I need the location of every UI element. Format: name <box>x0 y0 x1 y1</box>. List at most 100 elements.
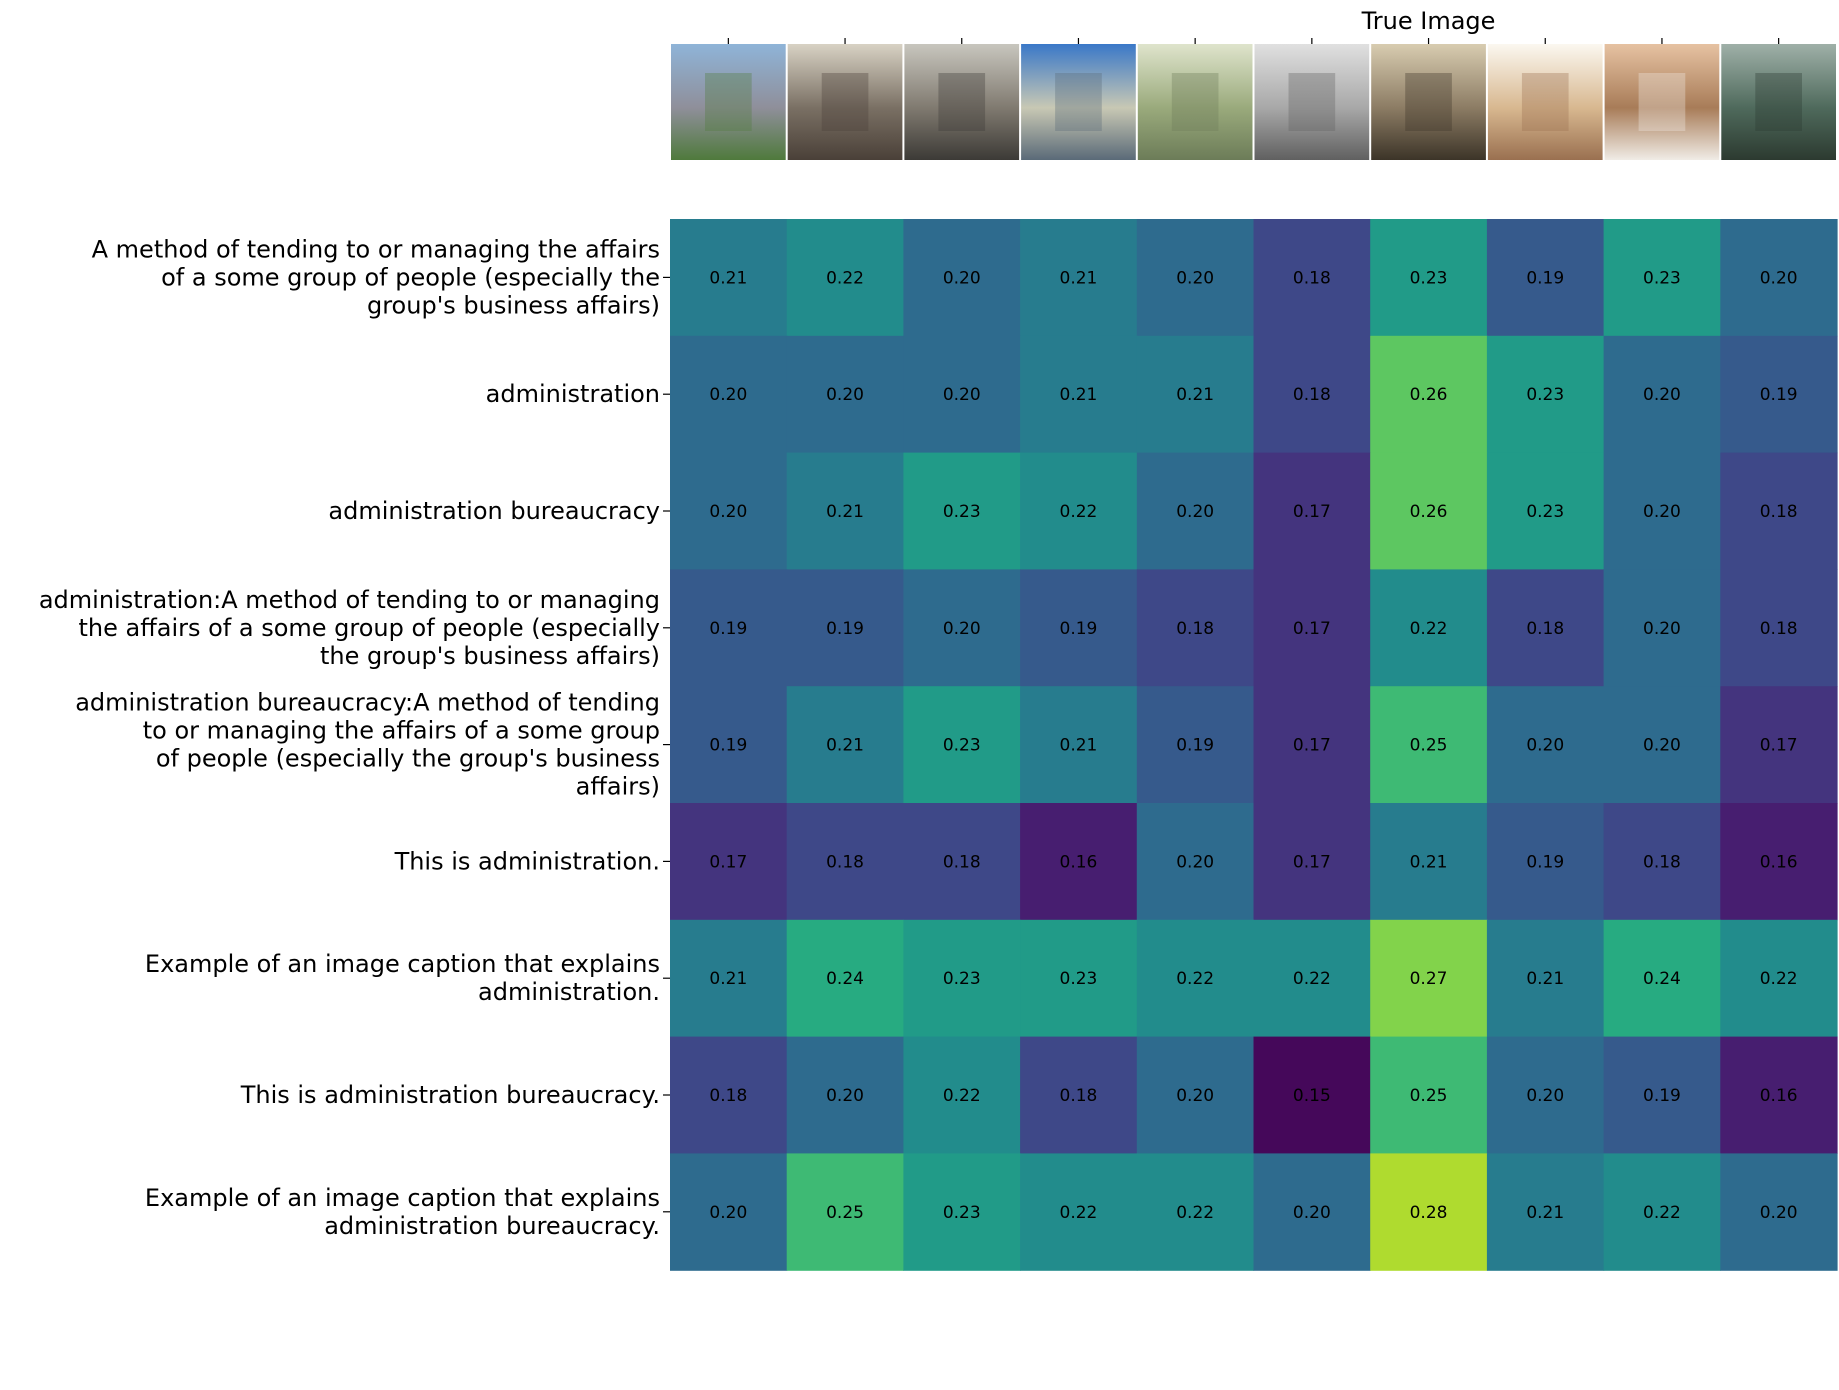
heatmap-cell <box>1486 452 1605 570</box>
cell-value-label: 0.24 <box>826 969 864 989</box>
heatmap-cell <box>1136 803 1255 921</box>
heatmap-cell <box>1136 1036 1255 1154</box>
cell-value-label: 0.26 <box>1410 385 1448 405</box>
cell-value-label: 0.20 <box>1760 268 1798 288</box>
cell-value-label: 0.20 <box>1176 502 1214 522</box>
heatmap-cell <box>1136 1153 1255 1271</box>
cell-value-label: 0.20 <box>709 1203 747 1223</box>
heatmap-cell <box>1486 686 1605 804</box>
cell-value-label: 0.17 <box>1293 852 1331 872</box>
cell-value-label: 0.22 <box>1060 1203 1098 1223</box>
cell-value-label: 0.21 <box>1526 1203 1564 1223</box>
heatmap-cell <box>1720 919 1838 1038</box>
heatmap-cell <box>786 803 904 921</box>
cell-value-label: 0.17 <box>709 852 747 872</box>
container-ship-photo <box>1721 44 1836 160</box>
heatmap-cell <box>1603 335 1721 454</box>
heatmap-cell <box>1720 803 1838 921</box>
cell-value-label: 0.23 <box>943 969 981 989</box>
cell-value-label: 0.22 <box>1760 969 1798 989</box>
cell-value-label: 0.21 <box>826 502 864 522</box>
heatmap-cell <box>1603 803 1721 921</box>
heatmap-cell <box>670 219 788 337</box>
cell-value-label: 0.23 <box>1060 969 1098 989</box>
cell-value-label: 0.19 <box>1060 619 1098 639</box>
banknotes-stack-photo <box>1487 44 1603 160</box>
heatmap-cell <box>1253 569 1371 687</box>
heatmap-cell <box>670 569 788 687</box>
cell-value-label: 0.21 <box>1060 385 1098 405</box>
cell-value-label: 0.22 <box>1176 1203 1214 1223</box>
cell-value-label: 0.23 <box>943 502 981 522</box>
heatmap-cell <box>1136 919 1255 1038</box>
cell-value-label: 0.19 <box>1526 268 1564 288</box>
row-labels: A method of tending to or managing the a… <box>39 235 670 1240</box>
heatmap-cell <box>1020 803 1138 921</box>
heatmap-cell <box>1370 569 1488 687</box>
cell-value-label: 0.20 <box>1176 852 1214 872</box>
heatmap-cell <box>903 803 1021 921</box>
heatmap-cell <box>1020 335 1138 454</box>
heatmap-cell <box>1603 1036 1721 1154</box>
row-label: administration bureaucracy <box>328 497 660 525</box>
heatmap-cell <box>1136 686 1255 804</box>
heatmap-cell <box>903 219 1021 337</box>
cell-value-label: 0.19 <box>826 619 864 639</box>
heatmap-cell <box>1486 919 1605 1038</box>
heatmap-cell <box>1020 452 1138 570</box>
cell-value-label: 0.21 <box>1526 969 1564 989</box>
cell-value-label: 0.20 <box>1643 736 1681 756</box>
heatmap-cell <box>1136 219 1255 337</box>
heatmap-cell <box>1020 686 1138 804</box>
cell-value-label: 0.18 <box>1760 619 1798 639</box>
cell-value-label: 0.23 <box>1526 502 1564 522</box>
heatmap-cell <box>1603 569 1721 687</box>
heatmap-cell <box>670 452 788 570</box>
factory-buildings-photo <box>671 44 786 160</box>
heatmap-cell <box>903 335 1021 454</box>
cell-value-label: 0.22 <box>1410 619 1448 639</box>
cell-value-label: 0.21 <box>1176 385 1214 405</box>
cell-value-label: 0.28 <box>1410 1203 1448 1223</box>
heatmap-cell <box>670 1036 788 1154</box>
cell-value-label: 0.20 <box>709 385 747 405</box>
cell-value-label: 0.25 <box>1410 1086 1448 1106</box>
vintage-office-workers-photo <box>787 44 903 160</box>
cell-value-label: 0.20 <box>943 619 981 639</box>
heatmap-cell <box>1020 569 1138 687</box>
heatmap-cell <box>1720 219 1838 337</box>
cell-value-label: 0.18 <box>1176 619 1214 639</box>
cell-value-label: 0.15 <box>1293 1086 1331 1106</box>
cell-value-label: 0.16 <box>1760 852 1798 872</box>
banknote-photo <box>1137 44 1253 160</box>
cell-value-label: 0.22 <box>826 268 864 288</box>
cell-value-label: 0.21 <box>1410 852 1448 872</box>
cell-value-label: 0.17 <box>1293 619 1331 639</box>
heatmap-cell <box>1253 1036 1371 1154</box>
row-label: This is administration bureaucracy. <box>240 1081 660 1109</box>
heatmap-cell <box>1486 1153 1605 1271</box>
heatmap-cell <box>1253 1153 1371 1271</box>
cell-value-label: 0.20 <box>1643 619 1681 639</box>
heatmap-cell <box>1603 219 1721 337</box>
cell-value-label: 0.22 <box>1060 502 1098 522</box>
cell-value-label: 0.22 <box>1293 969 1331 989</box>
cell-value-label: 0.23 <box>1526 385 1564 405</box>
cell-value-label: 0.25 <box>1410 736 1448 756</box>
cell-value-label: 0.21 <box>826 736 864 756</box>
heatmap-cell <box>786 452 904 570</box>
row-label: This is administration. <box>394 847 660 875</box>
heatmap-cell <box>1253 686 1371 804</box>
cell-value-label: 0.21 <box>1060 736 1098 756</box>
heatmap-cell <box>1370 1036 1488 1154</box>
cell-value-label: 0.18 <box>1760 502 1798 522</box>
heatmap-cells: 0.21 0.22 0.20 0.21 0.20 0.18 0.23 0.19 0.23 0.20… <box>670 219 1838 1271</box>
cell-value-label: 0.18 <box>709 1086 747 1106</box>
cell-value-label: 0.26 <box>1410 502 1448 522</box>
heatmap-cell <box>786 335 904 454</box>
cell-value-label: 0.22 <box>943 1086 981 1106</box>
heatmap-cell <box>786 569 904 687</box>
heatmap-cell <box>1020 1153 1138 1271</box>
heatmap-cell <box>903 452 1021 570</box>
cell-value-label: 0.18 <box>1643 852 1681 872</box>
